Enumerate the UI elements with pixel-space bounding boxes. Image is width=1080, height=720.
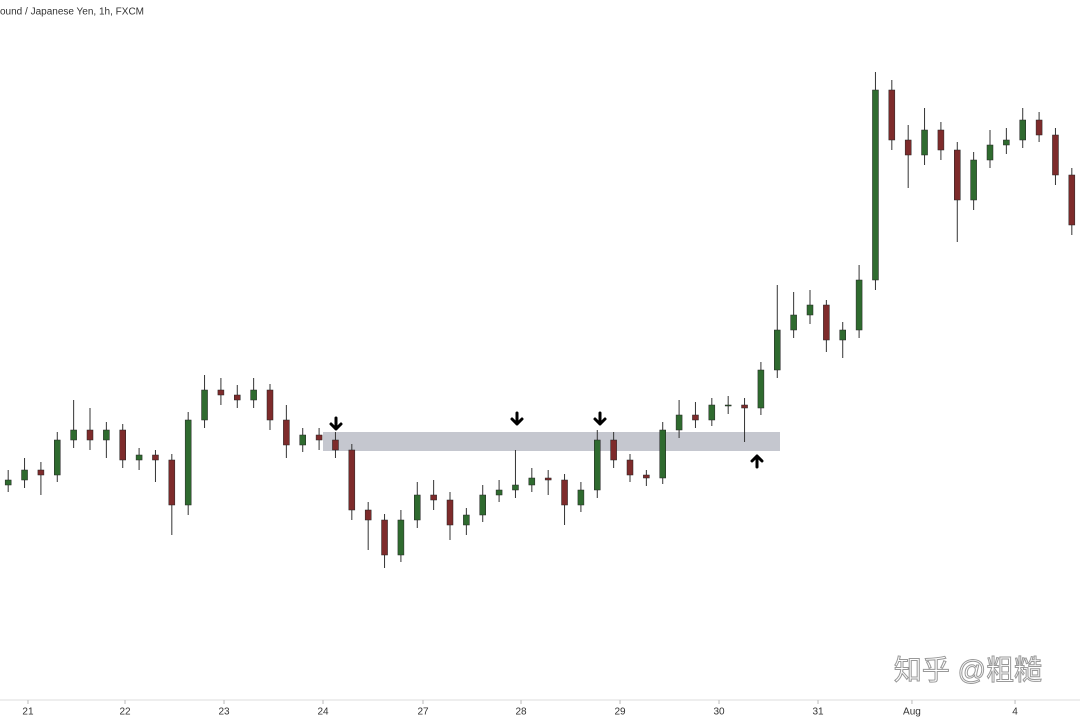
candle-body	[692, 414, 699, 421]
candle-body	[70, 429, 77, 441]
x-tick-label: 27	[417, 707, 429, 718]
candle-body	[986, 144, 994, 161]
candle-body	[348, 449, 356, 511]
down-arrow	[510, 411, 524, 426]
candle-body	[201, 389, 208, 421]
candle-body	[86, 429, 94, 441]
chart-title: ound / Japanese Yen, 1h, FXCM	[0, 7, 144, 18]
candle-body	[937, 129, 945, 151]
candle-body	[103, 429, 110, 441]
candle-body	[626, 459, 634, 476]
x-tick-label: 28	[515, 707, 527, 718]
candle-body	[21, 469, 28, 481]
candle-body	[872, 89, 879, 281]
x-tick-label: 30	[713, 707, 725, 718]
candle-body	[659, 429, 666, 479]
candle-body	[397, 519, 405, 556]
candle-body	[675, 414, 683, 431]
candle-body	[1052, 134, 1059, 176]
arrows	[329, 411, 764, 469]
candle-body	[741, 404, 748, 409]
candle-body	[184, 419, 192, 506]
candle-body	[921, 129, 928, 156]
candle-body	[708, 404, 716, 421]
watermark: 知乎 @粗糙	[894, 654, 1042, 685]
x-tick-label: 23	[218, 707, 230, 718]
candle-body	[446, 499, 454, 526]
candle-body	[823, 304, 830, 341]
x-tick-label: 21	[22, 707, 34, 718]
candle-body	[250, 389, 257, 401]
candle-body	[315, 434, 323, 441]
candle-body	[839, 329, 846, 341]
candle-body	[888, 89, 896, 141]
candle-body	[577, 489, 585, 506]
candle-body	[774, 329, 781, 371]
candle-body	[594, 439, 601, 491]
candle-body	[364, 509, 372, 521]
x-tick-label: 4	[1012, 707, 1018, 718]
candle-body	[283, 419, 290, 446]
candle-body	[544, 477, 552, 481]
candle-body	[119, 429, 126, 461]
candle-body	[135, 454, 143, 461]
candle-body	[299, 434, 306, 446]
candle-body	[528, 477, 536, 486]
x-tick-label: Aug	[903, 707, 921, 718]
candle-body	[512, 484, 519, 491]
candle-body	[54, 439, 61, 476]
candle-body	[463, 514, 470, 526]
candle-body	[806, 304, 814, 316]
candle-body	[37, 469, 45, 476]
candle-body	[610, 439, 617, 461]
candle-body	[4, 479, 12, 486]
candle-body	[414, 494, 421, 521]
x-tick-label: 29	[614, 707, 626, 718]
candle-body	[332, 439, 339, 451]
candle-body	[724, 404, 732, 407]
candle-body	[561, 479, 568, 506]
x-tick-label: 31	[812, 707, 824, 718]
x-tick-label: 24	[317, 707, 329, 718]
candle-body	[643, 474, 650, 479]
candle-body	[954, 149, 961, 201]
candle-body	[1068, 174, 1076, 226]
candle-body	[970, 159, 977, 201]
candle-body	[152, 454, 159, 461]
candle-body	[1019, 119, 1026, 141]
candle-body	[168, 459, 176, 506]
candle-body	[430, 494, 437, 501]
candle-body	[217, 389, 225, 396]
down-arrow	[329, 416, 343, 431]
up-arrow	[750, 454, 764, 469]
candle-body	[381, 519, 388, 556]
plot: 21 22 23 24 27 28 29 30 31 Aug 4	[4, 72, 1076, 718]
candle-body	[790, 314, 797, 331]
x-tick-label: 22	[119, 707, 131, 718]
candle-body	[757, 369, 765, 409]
candle-body	[479, 494, 486, 516]
candle-body	[234, 394, 241, 401]
candle-body	[855, 279, 863, 331]
candle-body	[1003, 139, 1010, 146]
candle-body	[904, 139, 912, 156]
candle-body	[495, 489, 503, 496]
down-arrow	[593, 411, 607, 426]
candle-body	[266, 389, 274, 421]
candle-body	[1035, 119, 1043, 136]
zone	[323, 432, 780, 451]
